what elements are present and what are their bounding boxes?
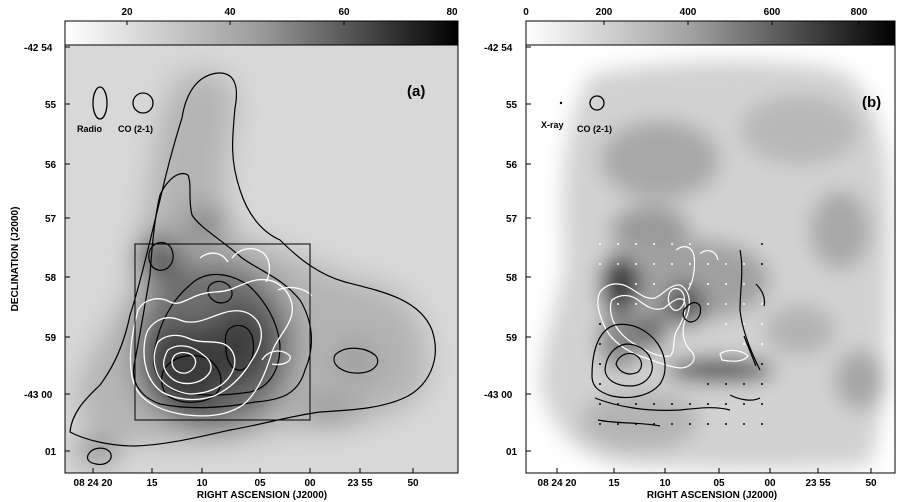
radio-beam-icon [92,86,108,120]
xray-image [526,45,895,473]
dec-tick: 57 [506,214,518,225]
colorbar-b-tick: 0 [523,7,529,18]
dec-tick: -42 54 [24,43,53,54]
ra-tick: 00 [304,478,316,489]
panel-a: 20 40 60 80 [10,7,459,501]
dec-tick: 57 [45,214,57,225]
co-beam-icon [589,95,605,111]
colorbar-a-tick: 60 [338,7,350,18]
plot-frame-b [525,44,896,474]
dec-tick: 55 [45,100,57,111]
co-sample-grid [599,243,763,425]
radio-contours [69,72,436,465]
ra-tick: 50 [865,478,877,489]
colorbar-b-tick: 600 [764,7,781,18]
panel-b-label: (b) [862,94,881,111]
dec-tick: 58 [506,273,518,284]
dec-tick: 56 [45,160,57,171]
dec-tick: 55 [506,100,518,111]
ra-tick: 23 55 [805,478,830,489]
colorbar-a-tick: 40 [224,7,236,18]
x-axis-label: RIGHT ASCENSION (J2000) [197,490,327,501]
dec-tick: 59 [506,333,518,344]
ra-tick: 08 24 20 [538,478,577,489]
dec-tick: -43 00 [484,390,513,401]
beam-label: X-ray [541,120,564,130]
beam-label: CO (2-1) [577,124,612,134]
ra-tick: 08 24 20 [74,478,113,489]
panel-a-label: (a) [407,83,425,100]
co-contours-b-black [591,249,766,427]
ra-tick: 05 [254,478,266,489]
colorbar-b [525,20,896,46]
dec-tick: 01 [45,447,57,458]
co-contours-b-white [597,246,749,369]
ra-tick: 10 [659,478,671,489]
co-contours-a [129,247,313,417]
y-axis-label: DECLINATION (J2000) [10,207,21,312]
ra-tick: 05 [713,478,725,489]
colorbar-a-tick: 20 [121,7,133,18]
ra-tick: 50 [407,478,419,489]
co-beam-icon [132,92,154,114]
colorbar-b-tick: 400 [680,7,697,18]
ra-tick: 00 [764,478,776,489]
dec-tick: -42 54 [484,43,513,54]
colorbar-a [64,20,459,46]
dec-tick: 56 [506,160,518,171]
ra-tick: 23 55 [347,478,372,489]
panel-b: 0 200 400 600 800 [484,7,896,501]
beam-label: Radio [77,124,103,134]
ra-tick: 15 [146,478,158,489]
colorbar-b-tick: 800 [851,7,868,18]
xray-beam-icon [559,101,563,105]
dec-tick: 58 [45,273,57,284]
ra-tick: 15 [608,478,620,489]
dec-tick: -43 00 [24,390,53,401]
x-axis-label: RIGHT ASCENSION (J2000) [647,490,777,501]
zoom-box [134,243,311,421]
ra-tick: 10 [196,478,208,489]
colorbar-a-tick: 80 [446,7,458,18]
dec-tick: 59 [45,333,57,344]
radio-image [65,45,458,473]
colorbar-b-tick: 200 [596,7,613,18]
plot-frame-a [64,44,459,474]
dec-tick: 01 [506,447,518,458]
beam-label: CO (2-1) [118,124,153,134]
